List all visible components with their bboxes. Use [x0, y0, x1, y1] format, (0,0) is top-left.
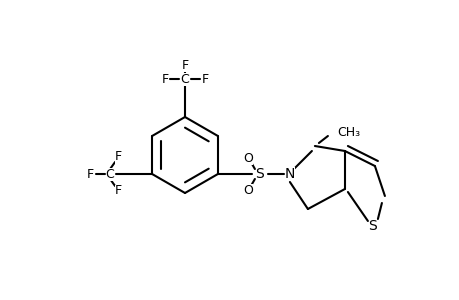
Text: S: S: [255, 167, 264, 181]
Text: F: F: [114, 184, 121, 197]
Text: O: O: [242, 184, 252, 196]
Text: CH₃: CH₃: [336, 125, 359, 139]
Text: F: F: [201, 73, 208, 85]
Text: C: C: [106, 167, 114, 181]
Text: O: O: [242, 152, 252, 164]
Text: F: F: [161, 73, 168, 85]
Text: N: N: [284, 167, 295, 181]
Text: F: F: [181, 58, 188, 71]
Text: F: F: [114, 151, 121, 164]
Text: S: S: [368, 219, 376, 233]
Text: C: C: [180, 73, 189, 85]
Text: F: F: [86, 167, 94, 181]
